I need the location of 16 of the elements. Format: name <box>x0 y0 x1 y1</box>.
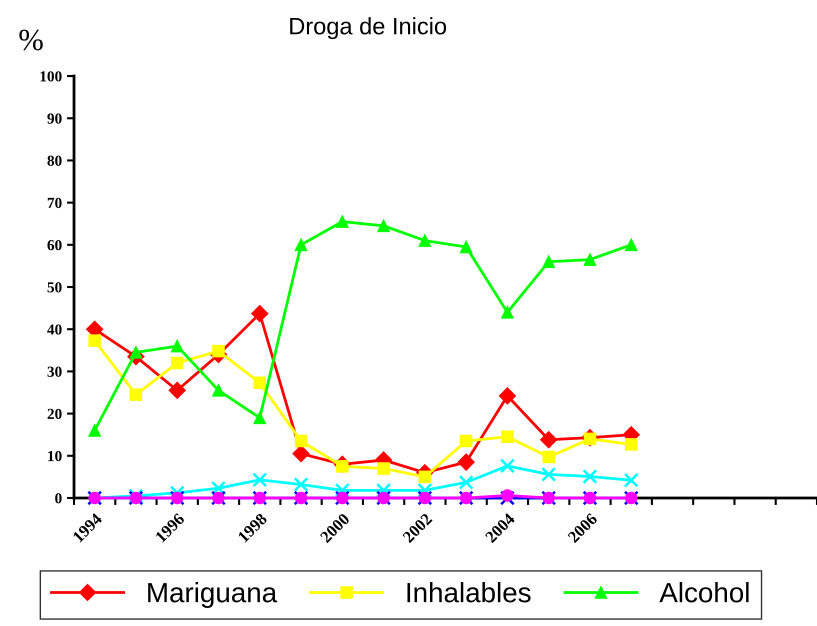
legend-label: Alcohol <box>659 582 749 602</box>
y-tick-label: 20 <box>48 408 62 420</box>
y-tick-label: 90 <box>47 113 62 124</box>
y-tick-label: 70 <box>48 198 62 208</box>
y-tick-label: 0 <box>55 493 62 504</box>
y-tick-label: 80 <box>47 156 62 166</box>
y-tick-label: 60 <box>47 240 62 250</box>
y-tick-label: 50 <box>48 282 62 292</box>
y-tick-label: 30 <box>48 366 62 377</box>
y-tick-label: 100 <box>40 71 62 82</box>
legend-label: Inhalables <box>407 582 531 602</box>
y-tick-label: 40 <box>47 324 62 335</box>
legend-label: Mariguana <box>148 582 278 608</box>
chart-title: Droga de Inicio <box>290 17 446 40</box>
y-axis-title: % <box>19 30 43 50</box>
y-tick-label: 10 <box>48 450 62 462</box>
